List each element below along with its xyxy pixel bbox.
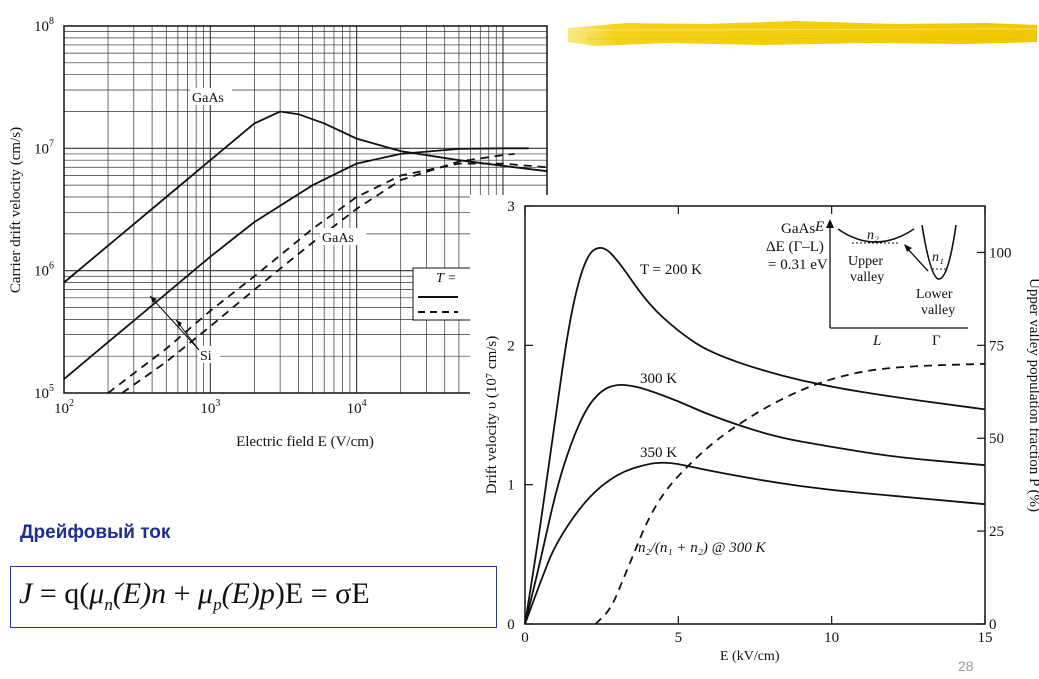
- formula-box: J = q(μn(E)n + μp(E)p)E = σE: [10, 566, 497, 628]
- label-t200: T = 200 K: [640, 262, 702, 278]
- gaas-solid-label: GaAs: [192, 91, 224, 106]
- loglog-ytick-label: 108: [34, 16, 54, 35]
- highlighter-stroke: [568, 21, 1037, 46]
- loglog-xtick-label: 102: [54, 398, 74, 417]
- loglog-series-gaas-dashed: [107, 162, 548, 394]
- drift-y2tick-label: 100: [989, 245, 1012, 261]
- si-pointer-1: [149, 295, 200, 351]
- inset-upper-1: Upper: [848, 254, 883, 269]
- drift-curves: [524, 246, 986, 625]
- inset-n2: n₂: [867, 228, 879, 243]
- inset-lower-1: Lower: [916, 287, 953, 302]
- loglog-xtick-label: 104: [347, 398, 367, 417]
- drift-y2tick-label: 25: [989, 524, 1004, 540]
- label-t350: 350 K: [640, 445, 677, 461]
- drift-ylabel: Drift velocity υ (10⁷ cm/s): [484, 336, 500, 494]
- loglog-xtick-label: 103: [200, 398, 220, 417]
- inset-axis-e: E: [814, 219, 824, 235]
- drift-plot-frame: [524, 205, 986, 625]
- drift-ytick-label: 2: [507, 338, 515, 354]
- drift-xtick-label: 10: [824, 630, 839, 646]
- drift-current-formula: J = q(μn(E)n + μp(E)p)E = σE: [19, 577, 370, 614]
- drift-series-300-k: [524, 383, 986, 625]
- inset-title: GaAs: [781, 221, 815, 237]
- drift-xtick-label: 0: [521, 630, 529, 646]
- drift-xtick-label: 5: [675, 630, 683, 646]
- loglog-legend-t: T =: [436, 271, 456, 286]
- loglog-series-si-dashed: [121, 153, 515, 394]
- drift-y2tick-label: 50: [989, 431, 1004, 447]
- label-ratio: n₂/(n₁ + n₂) @ 300 K: [638, 540, 766, 556]
- inset-axis-gamma: Γ: [932, 333, 941, 349]
- inset-upper-2: valley: [850, 270, 884, 285]
- drift-series-t-200-k: [524, 246, 986, 625]
- loglog-ylabel: Carrier drift velocity (cm/s): [8, 127, 24, 293]
- inset-n1: n₁: [932, 250, 944, 265]
- label-t300: 300 K: [640, 371, 677, 387]
- drift-current-heading: Дрейфовый ток: [20, 522, 171, 543]
- drift-y2tick-label: 75: [989, 338, 1004, 354]
- si-label: Si: [200, 349, 212, 364]
- page-number: 28: [958, 658, 974, 674]
- gaas-dashed-label: GaAs: [322, 231, 354, 246]
- loglog-series-si-solid: [63, 147, 529, 380]
- loglog-ytick-label: 105: [34, 383, 54, 402]
- drift-ytick-label: 1: [507, 478, 515, 494]
- band-diagram-inset: GaAs ΔE (Γ–L) = 0.31 eV E L Γ n₂ Upper v…: [766, 219, 968, 349]
- drift-xlabel: Ε (kV/cm): [720, 649, 780, 664]
- inset-delta: ΔE (Γ–L): [766, 239, 824, 255]
- inset-axis-l: L: [872, 333, 881, 349]
- inset-delta-value: = 0.31 eV: [768, 257, 828, 273]
- loglog-tick-labels: 102103104105105106107108: [34, 16, 513, 417]
- drift-ytick-label: 3: [507, 199, 515, 215]
- loglog-series-gaas-solid: [63, 110, 548, 284]
- loglog-ytick-label: 106: [34, 261, 54, 280]
- loglog-ytick-label: 107: [34, 138, 54, 157]
- inset-lower-2: valley: [921, 303, 955, 318]
- drift-series-n2-n1-n2-300-k: [594, 363, 986, 625]
- drift-ytick-label: 0: [507, 617, 515, 633]
- drift-xtick-label: 15: [978, 630, 993, 646]
- loglog-curves: [63, 110, 548, 394]
- loglog-xlabel: Electric field Ε (V/cm): [236, 434, 374, 450]
- drift-series-350-k: [524, 461, 986, 625]
- drift-y2tick-label: 0: [989, 617, 997, 633]
- drift-y2label: Upper valley population fraction P (%): [1026, 278, 1039, 512]
